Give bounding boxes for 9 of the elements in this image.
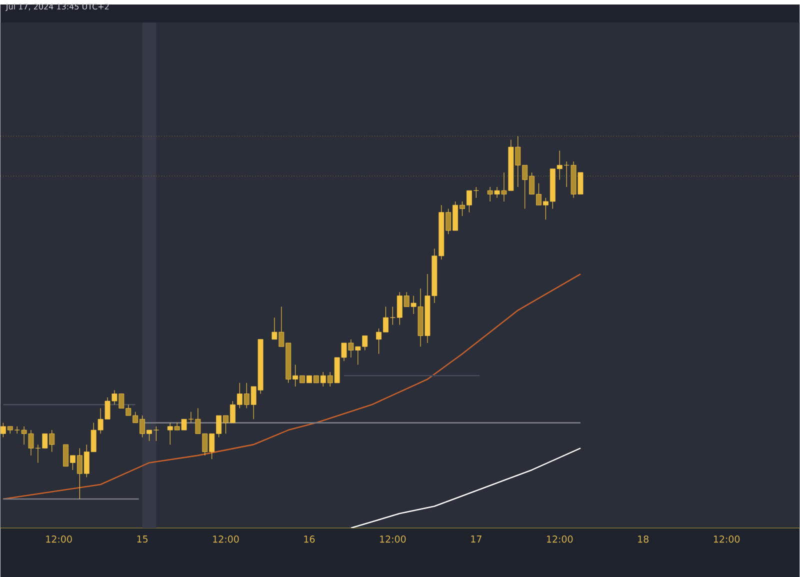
x-tick-label: 12:00 (380, 536, 406, 543)
x-tick-label: 16 (304, 536, 315, 543)
x-tick-label: 12:00 (46, 536, 72, 543)
x-tick-label: 12:00 (547, 536, 573, 543)
x-tick-label: 12:00 (714, 536, 740, 543)
x-tick-label: 12:00 (213, 536, 239, 543)
x-tick-label: 18 (638, 536, 648, 543)
x-tick-label: 15 (137, 536, 148, 543)
x-tick-label: 17 (471, 536, 482, 542)
